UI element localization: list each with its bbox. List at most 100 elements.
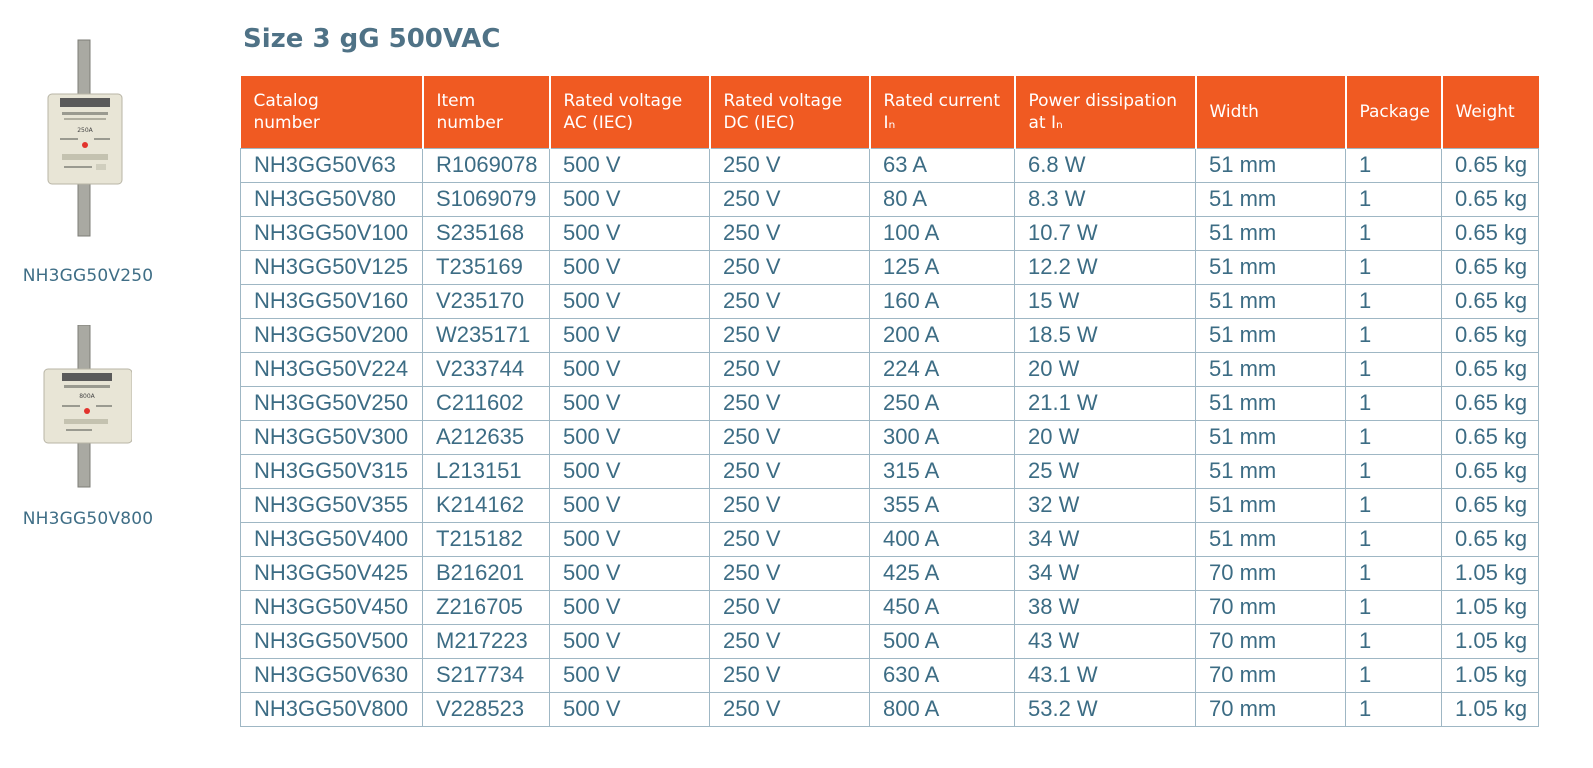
cell-rated-voltage-ac: 500 V — [549, 147, 710, 183]
cell-rated-voltage-ac: 500 V — [549, 487, 710, 523]
cell-width: 51 mm — [1195, 385, 1346, 421]
cell-weight: 0.65 kg — [1441, 453, 1539, 489]
cell-weight: 0.65 kg — [1441, 249, 1539, 285]
cell-item-number: C211602 — [422, 385, 550, 421]
cell-width: 70 mm — [1195, 589, 1346, 625]
cell-package: 1 — [1345, 691, 1442, 727]
cell-rated-voltage-ac: 500 V — [549, 453, 710, 489]
column-header-line2: number — [253, 112, 320, 133]
cell-weight: 1.05 kg — [1441, 657, 1539, 693]
column-header-line2: AC (IEC) — [563, 112, 634, 133]
cell-power-dissipation: 43.1 W — [1014, 657, 1196, 693]
cell-rated-voltage-dc: 250 V — [709, 589, 870, 625]
cell-rated-voltage-ac: 500 V — [549, 691, 710, 727]
cell-width: 51 mm — [1195, 317, 1346, 353]
cell-package: 1 — [1345, 487, 1442, 523]
cell-weight: 0.65 kg — [1441, 147, 1539, 183]
fuse-800-caption: NH3GG50V800 — [22, 509, 154, 529]
cell-weight: 1.05 kg — [1441, 623, 1539, 659]
cell-catalog-number: NH3GG50V400 — [240, 521, 423, 557]
cell-power-dissipation: 25 W — [1014, 453, 1196, 489]
cell-rated-voltage-dc: 250 V — [709, 487, 870, 523]
cell-item-number: S235168 — [422, 215, 550, 251]
cell-width: 51 mm — [1195, 249, 1346, 285]
cell-power-dissipation: 18.5 W — [1014, 317, 1196, 353]
specifications-table: Catalog number Item number Rated voltage AC (… — [240, 76, 1539, 727]
cell-rated-voltage-ac: 500 V — [549, 351, 710, 387]
table-row: NH3GG50V315 L213151 500 V 250 V 315 A 25 W 51 … — [240, 453, 1539, 489]
column-header-line1: Power dissipation — [1028, 90, 1178, 111]
cell-package: 1 — [1345, 249, 1442, 285]
cell-item-number: A212635 — [422, 419, 550, 455]
cell-rated-voltage-ac: 500 V — [549, 283, 710, 319]
table-row: NH3GG50V160 V235170 500 V 250 V 160 A 15 W 51 … — [240, 283, 1539, 319]
table-row: NH3GG50V425 B216201 500 V 250 V 425 A 34 W 70 … — [240, 555, 1539, 591]
cell-power-dissipation: 12.2 W — [1014, 249, 1196, 285]
cell-power-dissipation: 8.3 W — [1014, 181, 1196, 217]
cell-width: 51 mm — [1195, 487, 1346, 523]
cell-catalog-number: NH3GG50V300 — [240, 419, 423, 455]
cell-rated-voltage-ac: 500 V — [549, 589, 710, 625]
cell-package: 1 — [1345, 419, 1442, 455]
cell-rated-voltage-ac: 500 V — [549, 521, 710, 557]
cell-width: 51 mm — [1195, 215, 1346, 251]
column-header-line2: number — [436, 112, 503, 133]
cell-weight: 0.65 kg — [1441, 181, 1539, 217]
cell-rated-current: 160 A — [869, 283, 1015, 319]
cell-power-dissipation: 34 W — [1014, 555, 1196, 591]
table-header-row: Catalog number Item number Rated voltage AC (… — [240, 76, 1539, 148]
cell-weight: 1.05 kg — [1441, 691, 1539, 727]
cell-item-number: L213151 — [422, 453, 550, 489]
cell-item-number: V233744 — [422, 351, 550, 387]
cell-rated-voltage-dc: 250 V — [709, 317, 870, 353]
cell-rated-voltage-dc: 250 V — [709, 623, 870, 659]
cell-package: 1 — [1345, 351, 1442, 387]
cell-power-dissipation: 43 W — [1014, 623, 1196, 659]
cell-rated-current: 63 A — [869, 147, 1015, 183]
cell-catalog-number: NH3GG50V425 — [240, 555, 423, 591]
cell-rated-voltage-dc: 250 V — [709, 215, 870, 251]
cell-item-number: S1069079 — [422, 181, 550, 217]
cell-item-number: S217734 — [422, 657, 550, 693]
cell-catalog-number: NH3GG50V630 — [240, 657, 423, 693]
cell-item-number: T235169 — [422, 249, 550, 285]
cell-power-dissipation: 6.8 W — [1014, 147, 1196, 183]
cell-rated-current: 630 A — [869, 657, 1015, 693]
cell-catalog-number: NH3GG50V450 — [240, 589, 423, 625]
table-row: NH3GG50V300 A212635 500 V 250 V 300 A 20 W 51 … — [240, 419, 1539, 455]
column-header-line1: Package — [1359, 101, 1430, 122]
cell-width: 51 mm — [1195, 283, 1346, 319]
cell-rated-voltage-ac: 500 V — [549, 657, 710, 693]
column-header-line1: Rated voltage — [723, 90, 843, 111]
column-header-line1: Item — [436, 90, 476, 111]
fuse-250-image: 250A — [47, 39, 123, 237]
cell-width: 51 mm — [1195, 147, 1346, 183]
cell-rated-voltage-ac: 500 V — [549, 249, 710, 285]
cell-rated-current: 450 A — [869, 589, 1015, 625]
cell-item-number: W235171 — [422, 317, 550, 353]
cell-power-dissipation: 34 W — [1014, 521, 1196, 557]
cell-weight: 0.65 kg — [1441, 215, 1539, 251]
cell-width: 70 mm — [1195, 657, 1346, 693]
cell-package: 1 — [1345, 283, 1442, 319]
cell-rated-voltage-dc: 250 V — [709, 147, 870, 183]
cell-rated-voltage-ac: 500 V — [549, 215, 710, 251]
table-row: NH3GG50V224 V233744 500 V 250 V 224 A 20 W 51 … — [240, 351, 1539, 387]
cell-width: 51 mm — [1195, 419, 1346, 455]
cell-item-number: V228523 — [422, 691, 550, 727]
cell-power-dissipation: 10.7 W — [1014, 215, 1196, 251]
cell-package: 1 — [1345, 623, 1442, 659]
cell-package: 1 — [1345, 181, 1442, 217]
cell-item-number: B216201 — [422, 555, 550, 591]
cell-weight: 1.05 kg — [1441, 589, 1539, 625]
cell-power-dissipation: 32 W — [1014, 487, 1196, 523]
cell-catalog-number: NH3GG50V355 — [240, 487, 423, 523]
cell-catalog-number: NH3GG50V200 — [240, 317, 423, 353]
cell-package: 1 — [1345, 589, 1442, 625]
column-header-rated-voltage-ac: Rated voltage AC (IEC) — [549, 76, 711, 148]
cell-item-number: Z216705 — [422, 589, 550, 625]
cell-power-dissipation: 20 W — [1014, 351, 1196, 387]
